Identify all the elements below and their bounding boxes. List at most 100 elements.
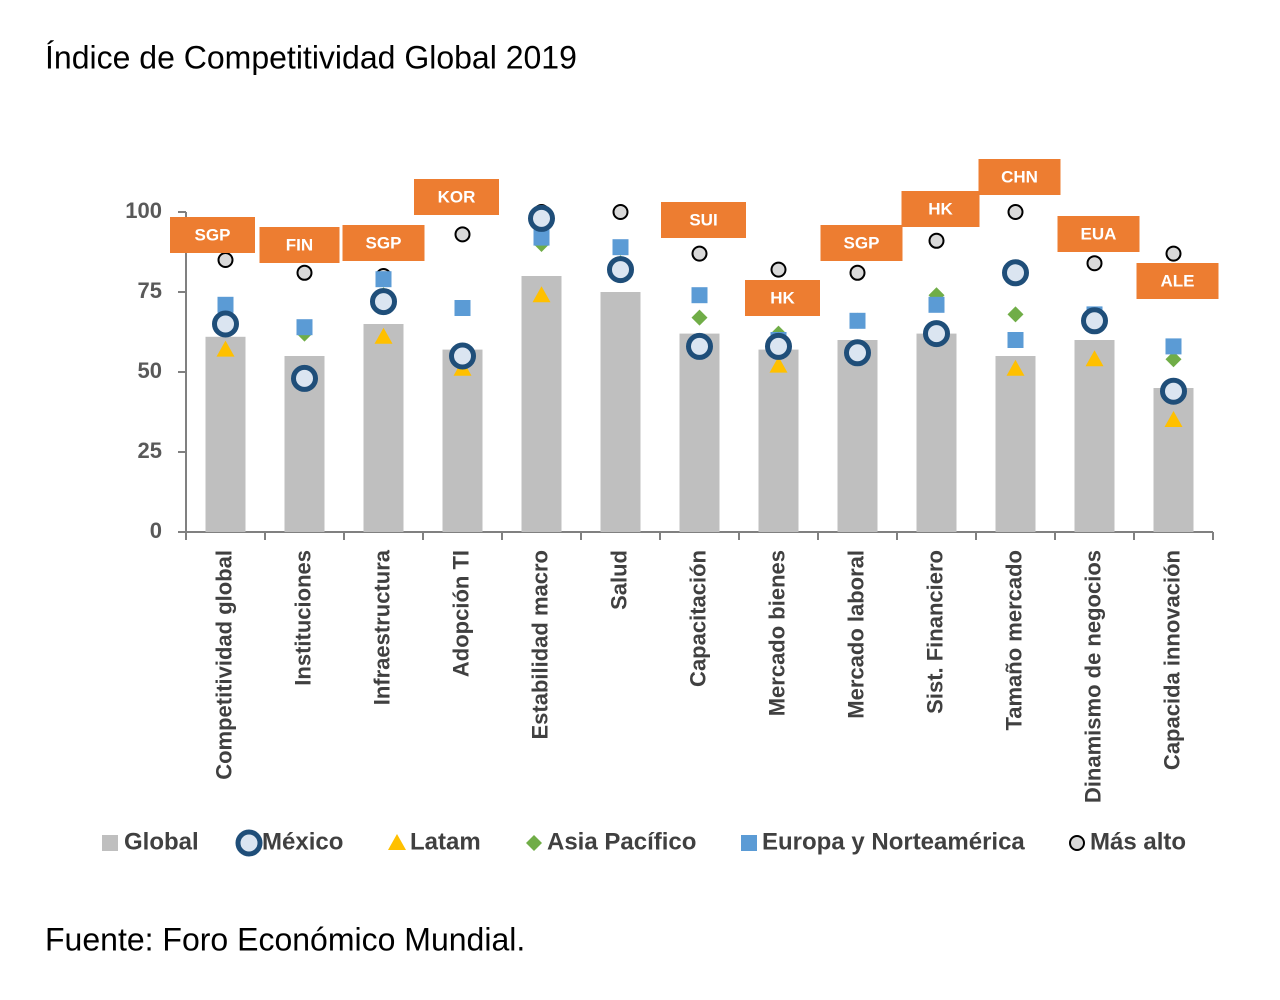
leader-box xyxy=(745,280,820,316)
legend-label: Asia Pacífico xyxy=(547,828,696,855)
marker xyxy=(691,287,708,304)
leader-box xyxy=(661,202,746,238)
leader-label: CHN xyxy=(1001,167,1038,186)
bar xyxy=(205,336,246,532)
marker xyxy=(1165,245,1182,262)
y-tick-label: 0 xyxy=(150,518,162,543)
leader-label: SGP xyxy=(366,233,402,252)
y-tick-label: 25 xyxy=(138,438,162,463)
y-tick-label: 100 xyxy=(125,198,162,223)
marker xyxy=(769,356,788,373)
leader-box xyxy=(1136,263,1219,299)
leader-box xyxy=(1057,216,1140,252)
marker xyxy=(1086,255,1103,272)
bar xyxy=(837,340,878,532)
marker xyxy=(528,204,555,232)
marker xyxy=(217,296,234,313)
x-tick-label: Mercado laboral xyxy=(843,550,868,719)
marker xyxy=(370,288,397,316)
marker xyxy=(770,261,787,278)
leader-label: SUI xyxy=(689,210,717,229)
marker xyxy=(849,312,866,329)
legend-label: México xyxy=(262,828,343,855)
leader-box xyxy=(901,191,980,227)
leader-label: KOR xyxy=(438,187,476,206)
leader-box xyxy=(259,227,340,263)
legend-swatch xyxy=(235,829,263,857)
x-tick-label: Salud xyxy=(606,550,631,610)
marker xyxy=(449,342,476,370)
marker xyxy=(1085,350,1104,367)
marker xyxy=(849,264,866,281)
marker xyxy=(686,332,713,360)
y-tick-label: 75 xyxy=(138,278,162,303)
legend-swatch xyxy=(1069,835,1085,851)
marker xyxy=(533,229,550,246)
marker xyxy=(454,226,471,243)
bar xyxy=(1153,388,1194,532)
x-tick-label: Estabilidad macro xyxy=(527,550,552,740)
marker xyxy=(212,310,239,338)
leader-label: SGP xyxy=(195,225,231,244)
x-tick-label: Competitividad global xyxy=(211,550,236,780)
legend-label: Europa y Norteamérica xyxy=(762,828,1025,855)
leader-label: HK xyxy=(770,288,795,307)
bar xyxy=(1074,340,1115,532)
legend-label: Latam xyxy=(410,828,481,855)
bar xyxy=(442,349,483,532)
leader-label: ALE xyxy=(1161,271,1195,290)
marker xyxy=(928,296,945,313)
legend-swatch xyxy=(526,835,542,851)
x-tick-label: Adopción TI xyxy=(448,550,473,677)
marker xyxy=(1002,259,1029,287)
bar xyxy=(916,333,957,532)
marker xyxy=(291,364,318,392)
marker xyxy=(296,319,313,336)
marker xyxy=(691,245,708,262)
marker xyxy=(296,264,313,281)
leader-box xyxy=(978,159,1061,195)
x-tick-label: Capacida innovación xyxy=(1159,550,1184,770)
marker xyxy=(928,232,945,249)
legend-label: Global xyxy=(124,828,199,855)
bar xyxy=(521,276,562,532)
x-tick-label: Tamaño mercado xyxy=(1001,550,1026,731)
marker xyxy=(607,256,634,284)
leader-label: EUA xyxy=(1081,224,1117,243)
leader-box xyxy=(820,225,903,261)
marker xyxy=(1160,377,1187,405)
leader-label: SGP xyxy=(844,233,880,252)
source-note: Fuente: Foro Económico Mundial. xyxy=(45,921,525,957)
marker xyxy=(844,339,871,367)
y-tick-label: 50 xyxy=(138,358,162,383)
marker xyxy=(765,332,792,360)
marker xyxy=(612,204,629,220)
x-tick-label: Instituciones xyxy=(290,550,315,686)
legend-swatch xyxy=(741,835,757,851)
marker xyxy=(1007,306,1024,323)
marker xyxy=(532,286,551,303)
marker xyxy=(1081,307,1108,335)
marker xyxy=(1165,338,1182,355)
chart-title: Índice de Competitividad Global 2019 xyxy=(45,39,577,75)
legend-label: Más alto xyxy=(1090,828,1186,855)
x-tick-label: Infraestructura xyxy=(369,549,394,705)
bar xyxy=(758,349,799,532)
marker xyxy=(454,300,471,316)
marker xyxy=(1165,351,1182,368)
x-tick-label: Capacitación xyxy=(685,550,710,687)
x-tick-label: Sist. Financiero xyxy=(922,550,947,714)
leader-box xyxy=(342,225,425,261)
marker xyxy=(612,239,629,256)
marker xyxy=(1006,359,1025,376)
bar xyxy=(600,292,641,532)
marker xyxy=(1007,332,1024,348)
marker xyxy=(691,309,708,326)
bar xyxy=(363,324,404,532)
x-tick-label: Dinamismo de negocios xyxy=(1080,550,1105,803)
legend-swatch xyxy=(388,834,406,850)
marker xyxy=(216,340,235,357)
marker xyxy=(1007,204,1024,220)
marker xyxy=(923,320,950,348)
